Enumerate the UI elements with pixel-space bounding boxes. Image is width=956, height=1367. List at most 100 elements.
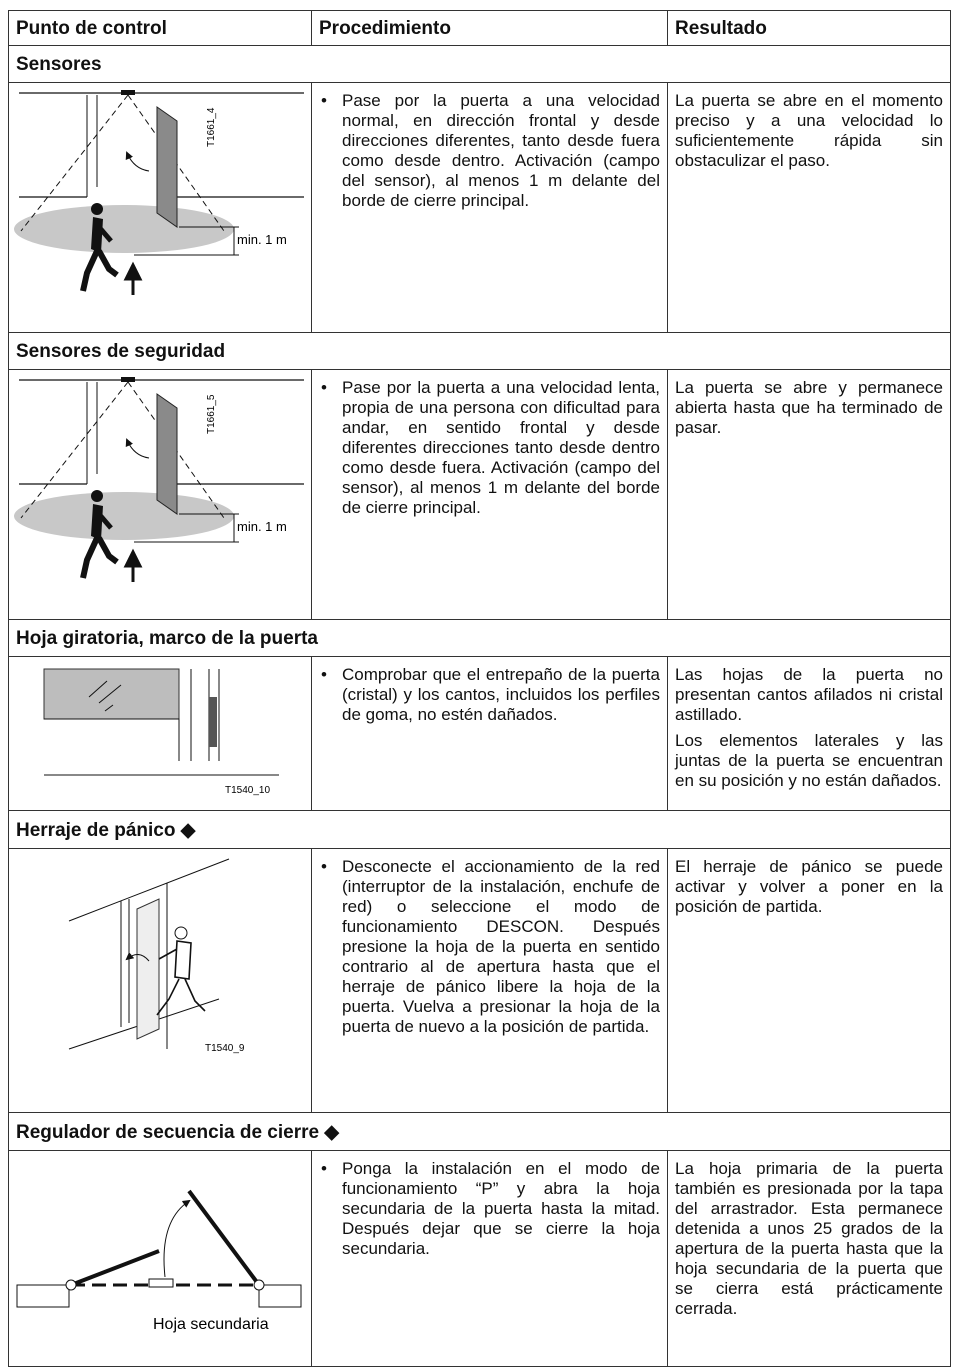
row: min. 1 m T1661_5 Pase por la puerta a una … — [8, 369, 951, 620]
result-cell: Las hojas de la puerta no presentan cant… — [667, 656, 951, 811]
figure-cell: T1540_9 — [8, 848, 312, 1113]
wall — [68, 858, 230, 1050]
arrow-up — [123, 261, 143, 295]
person — [91, 490, 103, 502]
procedure-list: Ponga la instalación en el modo de funci… — [319, 1159, 660, 1259]
procedure-cell: Ponga la instalación en el modo de funci… — [311, 1150, 668, 1367]
procedure-list: Pase por la puerta a una velocidad norma… — [319, 91, 660, 211]
procedure-list: Pase por la puerta a una velocidad lenta… — [319, 378, 660, 518]
person — [97, 512, 113, 530]
procedure: Ponga la instalación en el modo de funci… — [342, 1159, 660, 1259]
section-row: Regulador de secuencia de cierre ◆ — [8, 1112, 951, 1151]
frame — [86, 95, 98, 197]
figure: Hoja secundaria — [16, 1189, 302, 1333]
row: Hoja secundaria Ponga la instalación en e… — [8, 1150, 951, 1367]
header-cell: Punto de control — [8, 10, 312, 46]
distance: min. 1 m — [237, 519, 287, 534]
figure: T1540_9 — [68, 858, 245, 1054]
result: El herraje de pánico se puede activar y … — [675, 857, 943, 916]
procedure-list: Comprobar que el entrepaño de la puerta … — [319, 665, 660, 725]
frame — [86, 382, 98, 484]
section-title: Sensores de seguridad — [8, 332, 951, 370]
dim — [134, 513, 239, 543]
person — [91, 203, 103, 215]
figure: min. 1 m T1661_5 — [14, 377, 304, 582]
person — [80, 249, 100, 292]
check-table: Punto de control Procedimiento Resultado… — [8, 10, 951, 1367]
line — [19, 379, 304, 485]
result: La puerta se abre en el momento preciso … — [675, 91, 943, 170]
procedure-cell: Desconecte el accionamiento de la red (i… — [311, 848, 668, 1113]
procedure-cell: Pase por la puerta a una velocidad norma… — [311, 82, 668, 333]
procedure: Pase por la puerta a una velocidad lenta… — [342, 378, 660, 518]
person — [91, 504, 103, 540]
dim — [134, 226, 239, 256]
result: Los elementos laterales y las juntas de … — [675, 731, 943, 790]
hatch — [88, 680, 122, 712]
result: Las hojas de la puerta no presentan cant… — [675, 665, 943, 724]
person — [174, 926, 188, 940]
arrow — [125, 438, 150, 459]
section-title: Sensores — [8, 45, 951, 83]
figure-code: T1540_10 — [225, 785, 270, 796]
hinge — [253, 1279, 265, 1291]
caption: Hoja secundaria — [153, 1316, 269, 1333]
procedure-list: Desconecte el accionamiento de la red (i… — [319, 857, 660, 1037]
procedure-cell: Comprobar que el entrepaño de la puerta … — [311, 656, 668, 811]
header-cell: Resultado — [667, 10, 951, 46]
result-cell: La hoja primaria de la puerta también es… — [667, 1150, 951, 1367]
person — [91, 217, 103, 253]
frame — [136, 898, 160, 1040]
page: {"table":{"header":["Punto de control","… — [0, 0, 956, 1330]
figure-cell: Hoja secundaria — [8, 1150, 312, 1367]
figure-code: T1540_9 — [205, 1043, 245, 1054]
section-row: Sensores — [8, 45, 951, 83]
procedure: Comprobar que el entrepaño de la puerta … — [342, 665, 660, 725]
procedure: Desconecte el accionamiento de la red (i… — [342, 857, 660, 1037]
row: T1540_10 Comprobar que el entrepaño de la… — [8, 656, 951, 811]
arrow — [125, 151, 150, 172]
figure-cell: min. 1 m T1661_5 — [8, 369, 312, 620]
post — [16, 1284, 302, 1308]
ellipse — [14, 492, 234, 540]
section-title: Herraje de pánico ◆ — [8, 810, 951, 849]
row: min. 1 m T1661_4 Pase por la puerta a una … — [8, 82, 951, 333]
sensor — [121, 90, 135, 95]
hinge — [65, 1279, 77, 1291]
section-row: Herraje de pánico ◆ — [8, 810, 951, 849]
section-row: Hoja giratoria, marco de la puerta — [8, 619, 951, 657]
door — [156, 106, 178, 228]
leaf — [70, 1189, 261, 1287]
figure: T1540_10 — [43, 668, 279, 796]
row: T1540_9 Desconecte el accionamiento de la… — [8, 848, 951, 1113]
person — [80, 536, 100, 579]
distance: min. 1 m — [237, 232, 287, 247]
result-cell: El herraje de pánico se puede activar y … — [667, 848, 951, 1113]
procedure-cell: Pase por la puerta a una velocidad lenta… — [311, 369, 668, 620]
result-cell: La puerta se abre y permanece abierta ha… — [667, 369, 951, 620]
person — [97, 225, 113, 243]
glass — [43, 668, 180, 720]
seal — [209, 697, 217, 747]
header-cell: Procedimiento — [311, 10, 668, 46]
line — [19, 92, 304, 198]
section-title: Hoja giratoria, marco de la puerta — [8, 619, 951, 657]
arrow — [125, 952, 150, 962]
ellipse — [14, 205, 234, 253]
result-cell: La puerta se abre en el momento preciso … — [667, 82, 951, 333]
figure-code: T1661_5 — [206, 394, 217, 434]
person — [96, 249, 119, 278]
figure: min. 1 m T1661_4 — [14, 90, 304, 295]
figure-cell: min. 1 m T1661_4 — [8, 82, 312, 333]
result: La puerta se abre y permanece abierta ha… — [675, 378, 943, 437]
figure-code: T1661_4 — [206, 107, 217, 147]
sensor — [121, 377, 135, 382]
person — [96, 536, 119, 565]
section-title: Regulador de secuencia de cierre ◆ — [8, 1112, 951, 1151]
catch — [148, 1278, 174, 1288]
figure-cell: T1540_10 — [8, 656, 312, 811]
procedure: Pase por la puerta a una velocidad norma… — [342, 91, 660, 211]
door — [156, 393, 178, 515]
section-row: Sensores de seguridad — [8, 332, 951, 370]
person — [156, 940, 206, 1016]
